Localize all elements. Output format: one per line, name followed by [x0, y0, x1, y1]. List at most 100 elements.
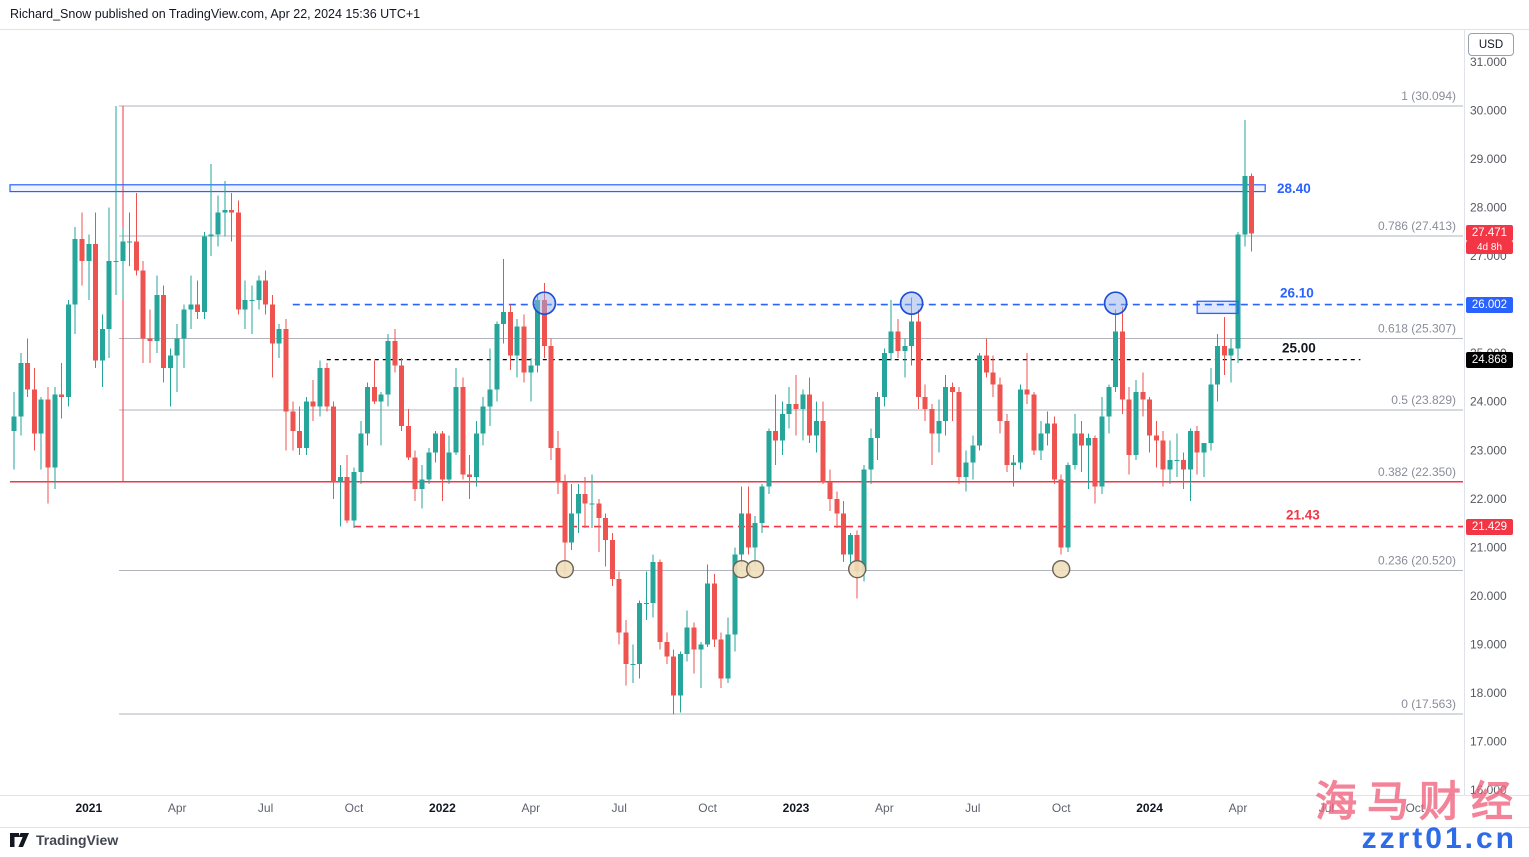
signal-circle-blue[interactable] [1103, 291, 1128, 316]
candle-body [256, 280, 262, 300]
candle-body [195, 304, 201, 312]
candle-body [79, 239, 85, 261]
candle-body [1119, 331, 1125, 400]
fib-level-label: 0.236 (20.520) [1378, 554, 1456, 568]
red-level-badge: 21.429 [1466, 518, 1513, 535]
candle-body [990, 372, 996, 385]
candle-body [1140, 392, 1146, 400]
candle-body [99, 328, 105, 361]
candle-body [535, 299, 541, 366]
price-axis-tick: 23.000 [1470, 443, 1507, 457]
candle-body [167, 355, 173, 368]
candle-body [1174, 459, 1180, 461]
signal-circle-tan[interactable] [555, 559, 574, 579]
candle-body [1160, 440, 1166, 470]
candle-body [1113, 331, 1119, 388]
candle-body [235, 212, 241, 310]
candle-body [1215, 345, 1221, 385]
time-axis-label: Oct [1405, 801, 1424, 815]
candle-body [86, 244, 92, 261]
candle-body [65, 304, 71, 397]
tradingview-logo-icon [10, 833, 29, 847]
candle-body [868, 438, 874, 470]
level-26-10-label[interactable]: 26.10 [1280, 286, 1314, 301]
candle-body [1004, 421, 1010, 465]
candle-body [344, 476, 350, 521]
candle-body [691, 627, 697, 650]
candle-body [1011, 462, 1017, 465]
time-axis-label: 2024 [1136, 801, 1163, 815]
candle-body [140, 270, 146, 339]
candle-body [1194, 430, 1200, 453]
candle-body [106, 260, 112, 329]
supply-zone[interactable] [9, 184, 1266, 193]
signal-circle-blue[interactable] [532, 291, 557, 316]
blue-level-badge: 26.002 [1466, 296, 1513, 313]
candle-body [875, 396, 881, 439]
candle-body [439, 433, 445, 480]
price-axis-tick: 22.000 [1470, 492, 1507, 506]
candle-body [93, 244, 99, 361]
candle-body [643, 603, 649, 605]
candle-body [881, 353, 887, 397]
price-axis[interactable] [1465, 56, 1529, 795]
candle-body [664, 641, 670, 657]
time-axis[interactable] [0, 796, 1463, 827]
candle-body [181, 309, 187, 339]
candle-body [637, 603, 643, 664]
breakout-box[interactable] [1196, 300, 1239, 315]
currency-selector-button[interactable]: USD [1468, 33, 1514, 56]
candle-body [562, 481, 568, 543]
candle-body [473, 433, 479, 477]
price-axis-tick: 28.000 [1470, 201, 1507, 215]
signal-circle-blue[interactable] [899, 291, 924, 316]
candle-body [514, 326, 520, 356]
candle-body [1072, 433, 1078, 465]
price-axis-tick: 31.000 [1470, 55, 1507, 69]
candle-body [113, 260, 119, 262]
candle-body [949, 387, 955, 393]
candle-body [405, 426, 411, 458]
candle-body [174, 338, 180, 356]
candle-body [1092, 438, 1098, 487]
time-axis-label: 2023 [783, 801, 810, 815]
separator [0, 827, 1529, 828]
candle-body [677, 654, 683, 696]
candle-body [222, 210, 228, 213]
candle-body [324, 367, 330, 407]
candle-body [1133, 392, 1139, 456]
time-axis-label: Jul [965, 801, 980, 815]
candle-body [1079, 433, 1085, 446]
fib-level-label: 0.382 (22.350) [1378, 465, 1456, 479]
candle-body [623, 632, 629, 664]
candle-body [847, 535, 853, 555]
candle-body [936, 421, 942, 434]
signal-circle-tan[interactable] [746, 559, 765, 579]
candle-body [827, 481, 833, 499]
candle-body [378, 394, 384, 402]
last-price-badge: 27.471 [1466, 225, 1513, 242]
candle-body [494, 324, 500, 390]
candle-body [929, 409, 935, 434]
candle-body [290, 411, 296, 431]
price-axis-tick: 29.000 [1470, 152, 1507, 166]
candle-body [507, 311, 513, 356]
signal-circle-tan[interactable] [1051, 559, 1071, 579]
candle-body [242, 299, 248, 310]
candle-body [154, 294, 160, 342]
candle-body [419, 479, 425, 490]
candle-body [902, 345, 908, 351]
watermark-site-url: zzrt01.cn [1361, 822, 1517, 855]
candle-body [1024, 389, 1030, 395]
signal-circle-tan[interactable] [848, 559, 867, 579]
candle-body [201, 236, 207, 312]
candle-body [732, 554, 738, 635]
supply-zone-label[interactable]: 28.40 [1277, 181, 1311, 196]
candle-body [1221, 345, 1227, 356]
level-25-00-label[interactable]: 25.00 [1282, 341, 1316, 356]
fib-level-label: 0.618 (25.307) [1378, 321, 1456, 335]
level-21-43-label[interactable]: 21.43 [1286, 508, 1320, 523]
tradingview-branding[interactable]: TradingView [10, 832, 118, 848]
candle-body [460, 387, 466, 475]
